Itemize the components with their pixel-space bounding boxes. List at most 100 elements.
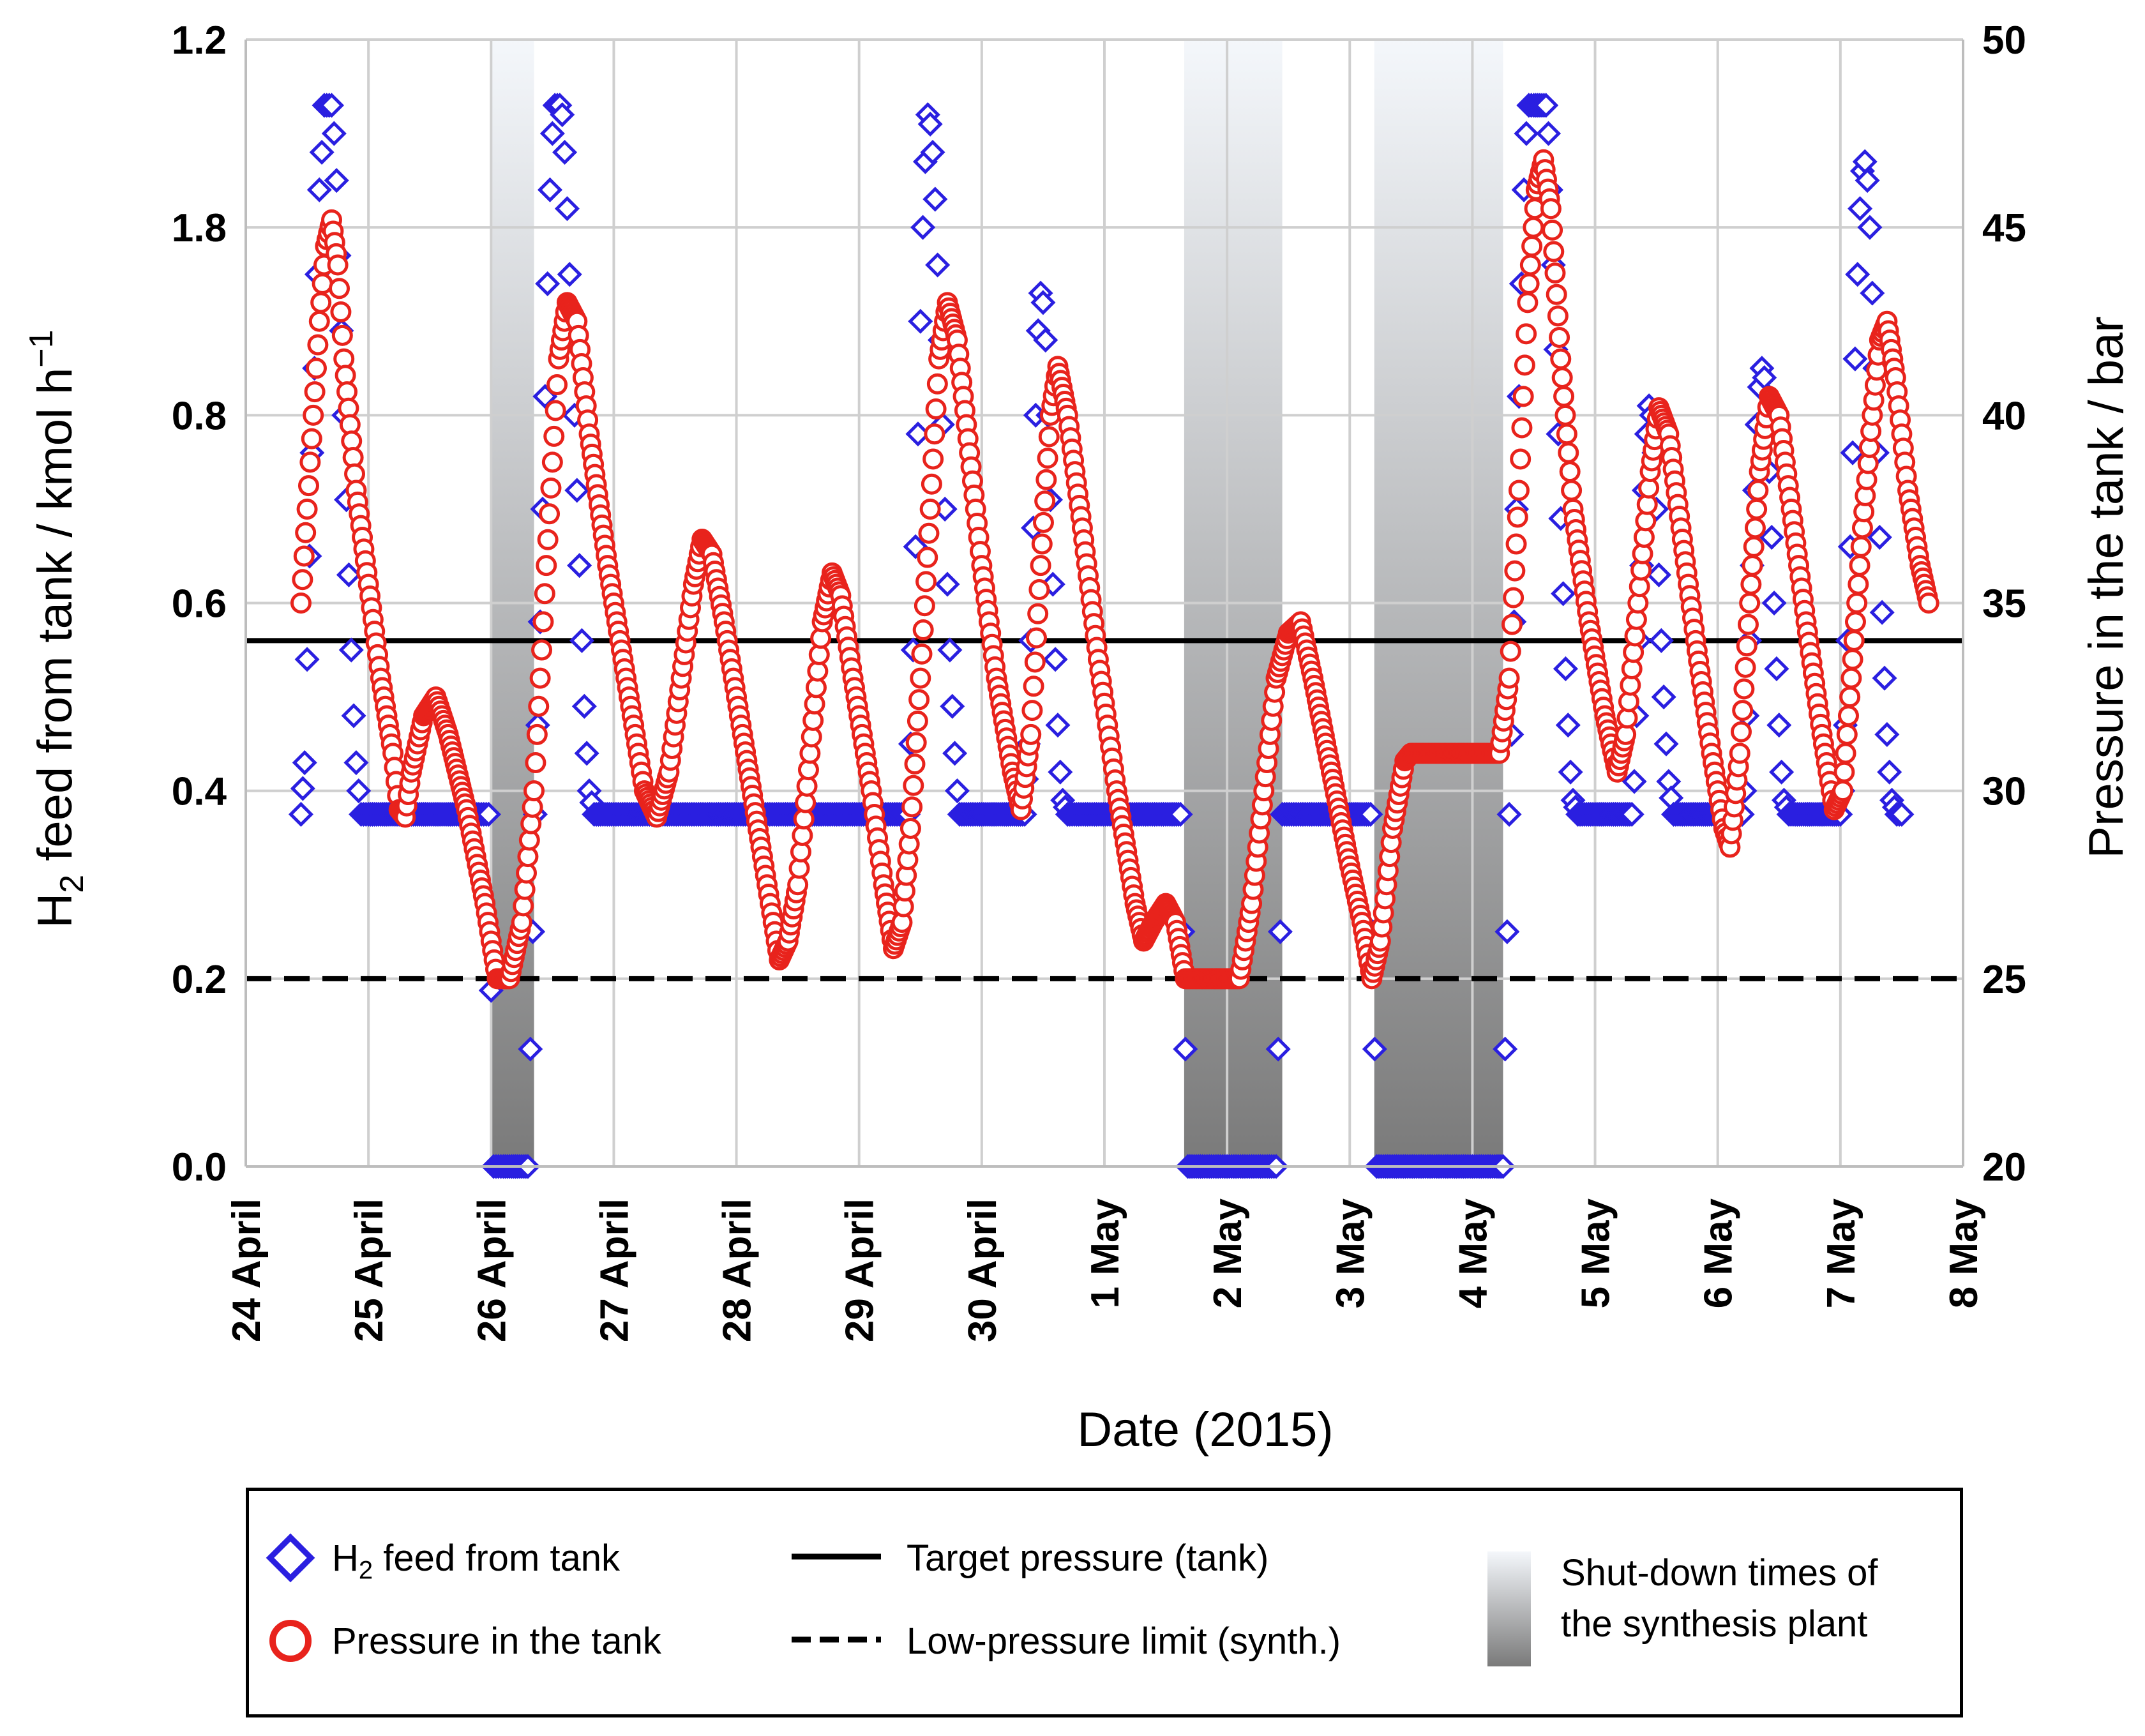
pressure-point <box>1021 700 1043 721</box>
feed-point <box>1619 801 1644 827</box>
feed-point <box>336 562 361 587</box>
pressure-point <box>1735 656 1756 678</box>
pressure-point <box>1844 611 1866 633</box>
feed-point <box>922 186 948 212</box>
pressure-point <box>1518 273 1540 294</box>
legend-low-limit-label: Low-pressure limit (synth.) <box>907 1620 1341 1662</box>
feed-point <box>1648 628 1674 653</box>
pressure-point <box>1034 490 1056 512</box>
pressure-point <box>528 695 550 717</box>
pressure-point <box>529 667 551 689</box>
pressure-point <box>1504 560 1526 582</box>
pressure-point <box>1743 536 1765 557</box>
pressure-point <box>1508 479 1530 501</box>
feed-point <box>937 637 963 663</box>
feed-point <box>319 93 345 118</box>
pressure-point <box>1501 614 1523 635</box>
feed-point <box>917 111 943 137</box>
x-tick-label: 30 April <box>961 1198 1005 1342</box>
pressure-point <box>1032 511 1054 533</box>
feed-point <box>1857 215 1883 240</box>
pressure-point <box>1849 555 1870 577</box>
pressure-point <box>1024 651 1046 673</box>
pressure-point <box>540 477 562 499</box>
feed-point <box>944 778 970 804</box>
pressure-point <box>1028 578 1050 600</box>
y-left-tick-label: 0.6 <box>172 582 227 626</box>
y-right-tick-label: 30 <box>1982 770 2026 814</box>
pressure-point <box>908 689 930 711</box>
pressure-point <box>299 451 321 473</box>
pressure-point <box>1507 506 1528 528</box>
feed-point <box>338 637 364 663</box>
pressure-point <box>1038 426 1060 448</box>
pressure-point <box>1729 743 1750 764</box>
pressure-point <box>919 498 941 520</box>
pressure-point <box>537 529 559 550</box>
y-right-tick-label: 20 <box>1982 1145 2026 1189</box>
pressure-point <box>1550 348 1572 370</box>
pressure-point <box>532 611 554 633</box>
pressure-point <box>293 545 315 567</box>
feed-point <box>518 1036 543 1062</box>
feed-point <box>554 196 580 222</box>
feed-point <box>1362 1036 1387 1062</box>
feed-point <box>1877 759 1902 785</box>
feed-point <box>569 628 595 653</box>
pressure-point <box>1549 326 1570 348</box>
x-tick-label: 4 May <box>1451 1198 1495 1308</box>
y-axis-left-title: H2 feed from tank / kmol h−1 <box>23 329 91 928</box>
feed-point <box>1622 769 1647 794</box>
feed-point <box>920 139 945 165</box>
feed-point <box>1533 93 1559 118</box>
feed-point <box>1842 346 1868 372</box>
pressure-point <box>1558 442 1579 464</box>
pressure-point <box>546 374 568 396</box>
x-tick-label: 28 April <box>716 1198 760 1342</box>
x-tick-label: 24 April <box>225 1198 269 1342</box>
pressure-point <box>1740 573 1762 595</box>
feed-point <box>537 177 563 202</box>
pressure-point <box>1544 262 1566 284</box>
pressure-point <box>925 398 947 420</box>
pressure-point <box>1556 423 1577 445</box>
pressure-point <box>1850 536 1872 557</box>
feed-point <box>321 121 347 146</box>
x-tick-label: 8 May <box>1942 1198 1986 1308</box>
pressure-point <box>1542 219 1563 241</box>
pressure-point <box>1020 723 1042 745</box>
y-right-tick-label: 40 <box>1982 394 2026 438</box>
legend-shutdown-label-2: the synthesis plant <box>1561 1603 1868 1645</box>
pressure-point <box>1737 614 1759 635</box>
pressure-point <box>1546 283 1567 305</box>
feed-point <box>1514 121 1539 146</box>
y-right-tick-label: 25 <box>1982 958 2026 1002</box>
feed-point <box>942 741 968 766</box>
pressure-point <box>1918 593 1939 614</box>
feed-point <box>552 139 578 165</box>
pressure-point <box>1503 587 1524 608</box>
feed-point <box>1265 1036 1291 1062</box>
pressure-point <box>1031 533 1053 555</box>
pressure-point <box>911 643 933 665</box>
y-left-tick-label: 0.4 <box>172 770 227 814</box>
pressure-point <box>1540 198 1562 220</box>
legend-feed-label: H2 feed from tank <box>332 1537 620 1585</box>
pressure-point <box>1736 635 1757 657</box>
legend-shutdown-label-1: Shut-down times of <box>1561 1552 1878 1594</box>
feed-point <box>324 168 349 193</box>
feed-point <box>1553 656 1578 681</box>
feed-point <box>306 177 332 202</box>
x-tick-label: 6 May <box>1697 1198 1741 1308</box>
feed-point <box>1168 801 1193 827</box>
feed-point <box>1358 801 1383 827</box>
feed-point <box>1496 801 1522 827</box>
feed-point <box>1761 590 1787 616</box>
feed-point <box>1551 581 1576 607</box>
feed-point <box>1030 290 1056 315</box>
pressure-point <box>1744 517 1766 539</box>
feed-point <box>1889 801 1915 827</box>
pressure-point <box>1023 676 1044 697</box>
feed-point <box>550 102 575 128</box>
